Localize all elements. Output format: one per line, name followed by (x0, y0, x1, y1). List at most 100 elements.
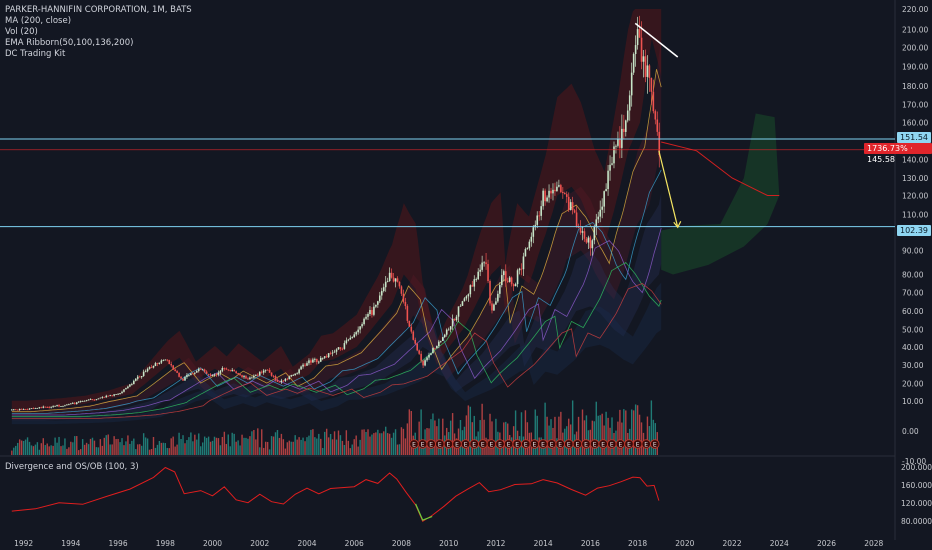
oscillator-tick: 80.0000 (901, 517, 932, 526)
volume-bar (131, 440, 133, 455)
candle-body (601, 206, 603, 210)
candle-body (253, 375, 255, 378)
time-tick: 2004 (297, 539, 316, 548)
volume-bar (233, 433, 235, 455)
candle-body (424, 360, 426, 366)
candle-body (308, 360, 310, 364)
ribbon-band (11, 9, 662, 410)
volume-bar (284, 448, 287, 455)
volume-bar (367, 429, 369, 455)
candle-body (282, 380, 285, 382)
volume-bar (255, 439, 257, 455)
indicator-ema-ribbon[interactable]: EMA Ribborn(50,100,136,200) (5, 38, 134, 48)
volume-bar (406, 423, 409, 455)
symbol-title[interactable]: PARKER-HANNIFIN CORPORATION, 1M, BATS (5, 5, 192, 15)
candle-body (16, 409, 19, 411)
candle-body (522, 256, 525, 270)
volume-bar (292, 441, 294, 455)
volume-bar (318, 433, 320, 455)
volume-bar (164, 443, 167, 455)
candle-body (68, 404, 70, 405)
oscillator-tick: 120.0000 (901, 499, 932, 508)
volume-bar (241, 434, 243, 455)
candle-body (40, 407, 43, 409)
candle-body (611, 163, 613, 165)
candle-body (402, 293, 405, 302)
volume-bar (394, 429, 397, 455)
volume-bar (542, 447, 544, 455)
volume-bar (213, 436, 216, 455)
volume-bar (351, 444, 353, 455)
volume-bar (310, 429, 312, 455)
candle-body (258, 371, 261, 376)
volume-bar (568, 418, 570, 455)
volume-bar (546, 416, 548, 455)
volume-bar (304, 441, 306, 455)
candle-body (219, 370, 222, 373)
candle-body (42, 406, 45, 408)
volume-bar (186, 440, 188, 455)
ma-line (11, 283, 662, 419)
candle-body (97, 398, 100, 400)
volume-bar (64, 438, 66, 455)
volume-bar (558, 416, 560, 455)
indicator-ma[interactable]: MA (200, close) (5, 16, 72, 26)
volume-bar (400, 427, 403, 455)
candle-body (272, 375, 275, 377)
candle-body (245, 376, 247, 379)
volume-bar (654, 423, 657, 455)
candle-body (556, 186, 558, 192)
candle-body (654, 111, 657, 120)
volume-bar (416, 440, 418, 455)
candle-body (351, 337, 354, 338)
volume-bar (97, 447, 100, 455)
candle-body (292, 375, 295, 376)
volume-bar (217, 438, 220, 455)
price-tick: 220.00 (902, 5, 928, 14)
earnings-marker-label: E (619, 442, 623, 449)
time-axis[interactable]: 1992 1994 1996 1998 2000 2002 2004 2006 2008 2010… (14, 539, 883, 548)
indicator-vol[interactable]: Vol (20) (5, 27, 38, 37)
candle-body (79, 401, 82, 402)
volume-bar (312, 429, 314, 455)
volume-bar (361, 429, 363, 455)
candle-body (377, 301, 379, 305)
volume-bar (316, 438, 318, 455)
candle-body (636, 29, 639, 46)
volume-bar (503, 422, 505, 455)
volume-bar (194, 434, 196, 455)
candle-body (477, 271, 479, 280)
candle-body (640, 37, 643, 62)
volume-bar (286, 442, 289, 455)
future-cloud (661, 113, 780, 275)
volume-bar (491, 421, 493, 455)
candle-body (638, 29, 641, 38)
time-tick: 2016 (581, 539, 600, 548)
candle-body (300, 366, 302, 370)
candle-body (609, 164, 611, 171)
volume-bar (272, 436, 275, 455)
volume-bar (170, 438, 172, 455)
candle-body (518, 268, 521, 271)
candle-body (131, 384, 133, 385)
candle-body (286, 378, 289, 380)
volume-bar (520, 412, 523, 455)
volume-bar (24, 439, 27, 455)
candle-body (493, 304, 495, 311)
volume-bar (359, 439, 361, 455)
indicator-dc-kit[interactable]: DC Trading Kit (5, 49, 66, 59)
candle-body (93, 399, 96, 401)
volume-bar (288, 440, 290, 455)
candle-body (83, 400, 86, 402)
volume-bar (225, 443, 228, 455)
volume-bar (296, 439, 298, 455)
price-axis[interactable]: -10.00 0.00 10.00 20.00 30.00 40.00 50.00 60.00… (902, 5, 928, 466)
candle-body (316, 358, 318, 363)
candle-body (599, 209, 602, 217)
volume-bar (103, 437, 105, 455)
candle-body (365, 316, 367, 319)
oscillator-title[interactable]: Divergence and OS/OB (100, 3) (5, 462, 139, 472)
price-tick: 120.00 (902, 192, 928, 201)
candle-body (379, 295, 381, 302)
